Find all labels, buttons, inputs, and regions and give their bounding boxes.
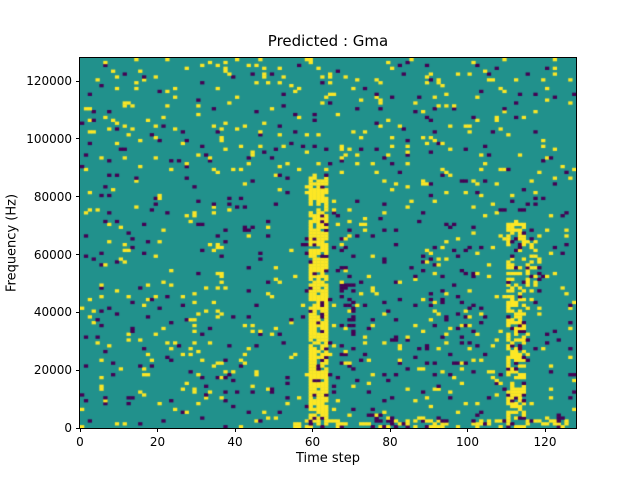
x-tick-mark (312, 428, 313, 432)
x-tick-mark (79, 428, 81, 432)
y-tick-mark (76, 311, 80, 313)
x-tick-label: 20 (149, 435, 166, 449)
y-tick-mark (76, 369, 80, 371)
x-tick-mark (544, 428, 546, 432)
x-tick-mark (389, 428, 391, 432)
y-tick-label: 120000 (26, 74, 72, 89)
x-tick-label: 120 (533, 435, 557, 449)
y-tick-mark (76, 427, 80, 429)
x-tick-mark (234, 428, 236, 432)
y-tick-label: 80000 (33, 189, 72, 204)
x-axis-label: Time step (295, 451, 361, 466)
x-tick-label: 80 (382, 435, 398, 449)
y-tick-label: 0 (64, 421, 72, 435)
y-tick-label: 20000 (33, 363, 72, 378)
y-tick-mark (76, 196, 80, 198)
x-tick-mark (467, 428, 468, 432)
y-tick-label: 40000 (33, 305, 72, 320)
y-axis-label: Frequency (Hz) (4, 193, 20, 293)
x-tick-label: 60 (304, 435, 321, 449)
y-tick-mark (76, 138, 80, 140)
heatmap-canvas (80, 58, 576, 428)
y-tick-label: 60000 (33, 247, 72, 262)
y-tick-label: 100000 (26, 131, 72, 146)
x-tick-label: 40 (227, 435, 243, 449)
x-tick-label: 100 (456, 435, 479, 449)
x-tick-mark (157, 428, 158, 432)
x-tick-label: 0 (76, 435, 84, 449)
y-tick-mark (76, 80, 80, 82)
y-tick-mark (76, 254, 80, 256)
chart-title: Predicted : Gma (267, 32, 389, 50)
